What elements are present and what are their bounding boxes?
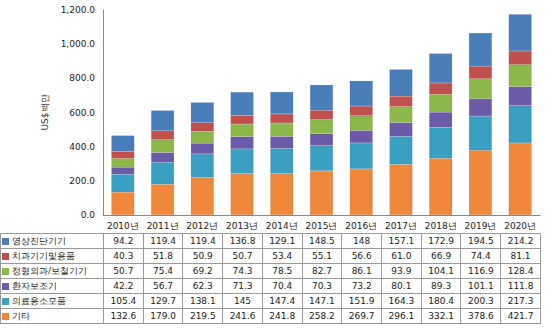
html-text:환자보조기: 환자보조기 <box>12 280 57 291</box>
svg-text:2012년: 2012년 <box>186 221 218 231</box>
html-text:104.1: 104.1 <box>428 266 454 276</box>
html-text:61.0: 61.0 <box>391 251 412 261</box>
svg-text:2017년: 2017년 <box>385 221 417 231</box>
html-text:119.4: 119.4 <box>150 236 176 246</box>
html-text:241.8: 241.8 <box>269 311 296 321</box>
html-text:194.5: 194.5 <box>467 236 494 246</box>
html-text:70.3: 70.3 <box>311 281 332 291</box>
html-text:258.2: 258.2 <box>309 311 335 321</box>
html-text:74.3: 74.3 <box>232 266 253 276</box>
html-text:의료용소모품: 의료용소모품 <box>12 295 66 306</box>
html-text:치과기기및용품: 치과기기및용품 <box>12 250 75 261</box>
html-text:157.1: 157.1 <box>388 236 415 246</box>
html-text:93.9: 93.9 <box>391 266 412 276</box>
html-text:151.9: 151.9 <box>348 296 375 306</box>
html-text:200.3: 200.3 <box>467 296 494 306</box>
html-text:56.7: 56.7 <box>153 281 174 291</box>
html-text:217.3: 217.3 <box>507 296 534 306</box>
html-text:136.8: 136.8 <box>229 236 256 246</box>
svg-text:400.0: 400.0 <box>69 142 95 152</box>
html-text:116.9: 116.9 <box>467 266 494 276</box>
svg-text:2011년: 2011년 <box>147 221 179 231</box>
html-text:40.3: 40.3 <box>113 251 134 261</box>
html-text:148: 148 <box>353 236 371 246</box>
html-text:정형외과/보철기기: 정형외과/보철기기 <box>12 265 87 276</box>
html-text:71.3: 71.3 <box>232 281 253 291</box>
svg-text:200.0: 200.0 <box>69 176 95 186</box>
html-text:214.2: 214.2 <box>507 236 534 246</box>
svg-text:2015년: 2015년 <box>306 221 338 231</box>
html-text:296.1: 296.1 <box>388 311 415 321</box>
html-text:180.4: 180.4 <box>428 296 454 306</box>
html-text:147.1: 147.1 <box>309 296 335 306</box>
svg-text:2020년: 2020년 <box>504 221 536 231</box>
html-text:148.5: 148.5 <box>309 236 335 246</box>
html-text:179.0: 179.0 <box>150 311 176 321</box>
svg-text:2013년: 2013년 <box>226 221 258 231</box>
html-text:82.7: 82.7 <box>311 266 332 276</box>
html-text:129.7: 129.7 <box>150 296 176 306</box>
html-text:70.4: 70.4 <box>272 281 293 291</box>
html-text:74.4: 74.4 <box>470 251 491 261</box>
html-text:132.6: 132.6 <box>110 311 137 321</box>
html-text:53.4: 53.4 <box>272 251 293 261</box>
html-text:128.4: 128.4 <box>507 266 534 276</box>
html-text:138.1: 138.1 <box>189 296 216 306</box>
html-text:42.2: 42.2 <box>113 281 134 291</box>
svg-text:2010년: 2010년 <box>107 221 139 231</box>
svg-text:800.0: 800.0 <box>69 73 95 83</box>
html-text:73.2: 73.2 <box>351 281 372 291</box>
html-text:50.7: 50.7 <box>232 251 253 261</box>
html-text:51.8: 51.8 <box>153 251 174 261</box>
html-text:69.2: 69.2 <box>192 266 213 276</box>
html-text:219.5: 219.5 <box>189 311 216 321</box>
svg-text:US$백만: US$백만 <box>40 94 50 130</box>
html-text:86.1: 86.1 <box>351 266 372 276</box>
html-text:62.3: 62.3 <box>192 281 213 291</box>
svg-text:2019년: 2019년 <box>464 221 496 231</box>
html-text:78.5: 78.5 <box>272 266 293 276</box>
html-text:94.2: 94.2 <box>113 236 134 246</box>
svg-text:2014년: 2014년 <box>266 221 298 231</box>
svg-text:0.0: 0.0 <box>81 210 96 220</box>
html-text:영상진단기기: 영상진단기기 <box>12 235 66 246</box>
svg-text:2018년: 2018년 <box>425 221 457 231</box>
html-text:421.7: 421.7 <box>507 311 534 321</box>
html-text:111.8: 111.8 <box>507 281 534 291</box>
html-text:105.4: 105.4 <box>110 296 137 306</box>
html-text:119.4: 119.4 <box>189 236 216 246</box>
html-text:172.9: 172.9 <box>428 236 454 246</box>
html-text:66.9: 66.9 <box>431 251 452 261</box>
html-text:241.6: 241.6 <box>229 311 256 321</box>
html-text:75.4: 75.4 <box>153 266 174 276</box>
svg-text:1,000.0: 1,000.0 <box>61 39 96 49</box>
html-text:101.1: 101.1 <box>467 281 494 291</box>
html-text:81.1: 81.1 <box>510 251 531 261</box>
html-text:129.1: 129.1 <box>269 236 296 246</box>
html-text:164.3: 164.3 <box>388 296 415 306</box>
html-text:기타: 기타 <box>12 310 30 321</box>
html-text:89.3: 89.3 <box>431 281 452 291</box>
html-text:50.9: 50.9 <box>192 251 213 261</box>
svg-text:1,200.0: 1,200.0 <box>61 5 96 15</box>
html-text:378.6: 378.6 <box>467 311 494 321</box>
html-text:145: 145 <box>233 296 252 306</box>
html-text:269.7: 269.7 <box>348 311 375 321</box>
html-text:50.7: 50.7 <box>113 266 134 276</box>
svg-text:600.0: 600.0 <box>69 108 95 118</box>
html-text:332.1: 332.1 <box>428 311 454 321</box>
html-text:80.1: 80.1 <box>391 281 412 291</box>
html-text:55.1: 55.1 <box>311 251 332 261</box>
html-text:147.4: 147.4 <box>269 296 296 306</box>
svg-text:2016년: 2016년 <box>345 221 377 231</box>
html-text:56.6: 56.6 <box>351 251 372 261</box>
